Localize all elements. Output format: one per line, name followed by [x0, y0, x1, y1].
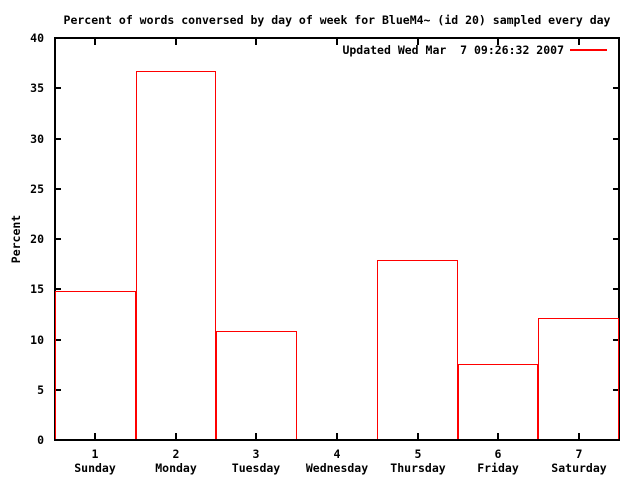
x-tick-number: 4 [333, 447, 341, 461]
bar-tuesday [216, 331, 297, 439]
y-tick-left [56, 339, 61, 341]
y-tick-right [613, 389, 618, 391]
bar-saturday [538, 318, 619, 439]
y-tick-left [56, 188, 61, 190]
plot-border [54, 37, 620, 441]
y-tick-label: 20 [30, 232, 44, 246]
bar-sunday [55, 291, 136, 439]
x-tick-top [497, 39, 499, 45]
x-tick-top [255, 39, 257, 45]
x-tick-number: 1 [91, 447, 99, 461]
y-tick-label: 10 [30, 333, 44, 347]
y-tick-left [56, 238, 61, 240]
x-tick-number: 6 [494, 447, 502, 461]
y-tick-right [613, 439, 618, 441]
y-tick-right [613, 238, 618, 240]
x-tick-top [336, 39, 338, 45]
x-tick-number: 2 [172, 447, 180, 461]
x-tick-day-label: Monday [155, 461, 197, 475]
y-tick-left [56, 87, 61, 89]
y-tick-left [56, 37, 61, 39]
x-tick-bottom [497, 433, 499, 439]
y-tick-label: 15 [30, 282, 44, 296]
x-tick-bottom [578, 433, 580, 439]
y-tick-right [613, 37, 618, 39]
legend-label: Updated Wed Mar 7 09:26:32 2007 [342, 43, 564, 57]
x-tick-top [417, 39, 419, 45]
x-tick-bottom [417, 433, 419, 439]
x-tick-top [175, 39, 177, 45]
x-tick-bottom [255, 433, 257, 439]
y-tick-left [56, 439, 61, 441]
chart-title: Percent of words conversed by day of wee… [63, 13, 611, 27]
x-tick-day-label: Friday [477, 461, 519, 475]
y-tick-label: 0 [37, 433, 44, 447]
x-tick-top [94, 39, 96, 45]
x-tick-top [578, 39, 580, 45]
bar-friday [458, 364, 538, 439]
y-tick-label: 40 [30, 31, 44, 45]
y-tick-label: 5 [37, 383, 44, 397]
x-tick-number: 3 [252, 447, 260, 461]
y-tick-label: 25 [30, 182, 44, 196]
y-tick-left [56, 288, 61, 290]
y-tick-left [56, 138, 61, 140]
y-tick-label: 30 [30, 132, 44, 146]
x-tick-day-label: Tuesday [231, 461, 281, 475]
bar-thursday [377, 260, 458, 439]
y-tick-left [56, 389, 61, 391]
x-tick-day-label: Thursday [390, 461, 446, 475]
x-tick-day-label: Saturday [551, 461, 607, 475]
y-tick-label: 35 [30, 81, 44, 95]
x-tick-bottom [94, 433, 96, 439]
y-tick-right [613, 188, 618, 190]
x-tick-bottom [175, 433, 177, 439]
y-tick-right [613, 288, 618, 290]
x-tick-day-label: Sunday [74, 461, 116, 475]
x-tick-day-label: Wednesday [305, 461, 369, 475]
y-tick-right [613, 138, 618, 140]
x-tick-number: 5 [414, 447, 422, 461]
legend-series-line [570, 49, 607, 51]
y-tick-right [613, 339, 618, 341]
y-tick-right [613, 87, 618, 89]
x-tick-bottom [336, 433, 338, 439]
x-tick-number: 7 [575, 447, 583, 461]
bar-monday [136, 71, 216, 439]
